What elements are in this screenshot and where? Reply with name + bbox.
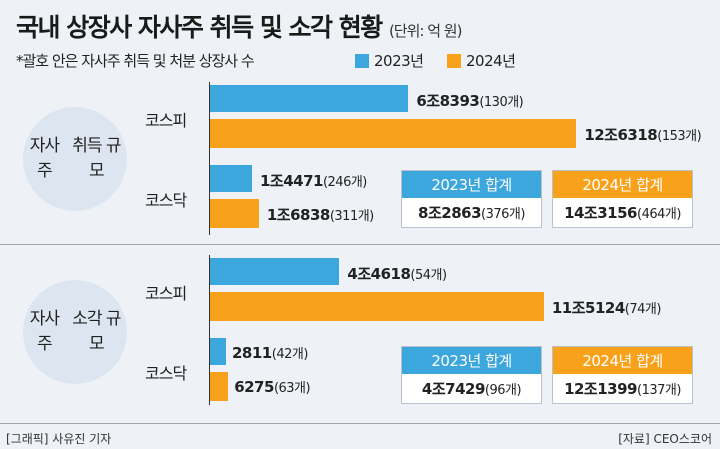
data-label: 1조6838(311개) <box>267 204 374 225</box>
value-text: 6275 <box>234 378 274 396</box>
section-label: 취득 규모 <box>72 136 121 181</box>
total-header: 2024년 합계 <box>553 171 692 198</box>
bar-2023 <box>210 338 226 365</box>
count-text: (130개) <box>479 95 524 110</box>
bar-2023 <box>210 258 340 285</box>
section-label: 소각 규모 <box>72 309 121 354</box>
total-amount: 14조3156 <box>564 204 637 222</box>
data-label: 6275(63개) <box>234 377 310 396</box>
legend-swatch-2023 <box>355 53 369 68</box>
total-header: 2023년 합계 <box>402 171 541 198</box>
footer-source: [자료] CEO스코어 <box>618 432 712 446</box>
legend-2023: 2023년 <box>355 50 424 71</box>
axis-line <box>209 255 210 405</box>
data-label: 6조8393(130개) <box>416 90 523 111</box>
value-text: 6조8393 <box>416 92 480 110</box>
total-header: 2023년 합계 <box>402 347 541 374</box>
total-count: (464개) <box>637 207 681 222</box>
bottom-divider <box>0 423 720 424</box>
bar-2024 <box>210 372 229 401</box>
total-box-2024: 2024년 합계 14조3156 (464개) <box>552 170 693 228</box>
bar-2024 <box>210 119 577 148</box>
bar-2023 <box>210 85 409 112</box>
value-text: 2811 <box>232 344 272 362</box>
total-box-2024: 2024년 합계 12조1399 (137개) <box>552 346 693 404</box>
data-label: 4조4618(54개) <box>347 263 447 284</box>
legend-swatch-2024 <box>447 53 461 68</box>
total-header: 2024년 합계 <box>553 347 692 374</box>
value-text: 4조4618 <box>347 265 411 283</box>
chart-title: 국내 상장사 자사주 취득 및 소각 현황 (단위: 억 원) <box>16 13 462 42</box>
bar-2024 <box>210 292 544 321</box>
count-text: (74개) <box>624 302 662 317</box>
category-label: 코스닥 <box>145 191 187 210</box>
data-label: 2811(42개) <box>232 343 308 362</box>
count-text: (246개) <box>322 175 367 190</box>
total-box-2023: 2023년 합계 4조7429 (96개) <box>401 346 542 404</box>
total-count: (96개) <box>484 383 522 398</box>
category-label: 코스피 <box>145 111 187 130</box>
total-amount: 4조7429 <box>421 380 486 398</box>
data-label: 12조6318(153개) <box>584 124 701 145</box>
section-circle: 자사주 소각 규모 <box>23 280 127 384</box>
count-text: (153개) <box>657 129 702 144</box>
unit-label: (단위: 억 원) <box>388 22 462 40</box>
axis-line <box>209 82 210 235</box>
section-label: 자사주 <box>29 136 60 181</box>
total-value: 8조2863 (376개) <box>402 198 541 227</box>
section-circle: 자사주 취득 규모 <box>23 107 127 211</box>
count-text: (311개) <box>329 209 374 224</box>
total-value: 4조7429 (96개) <box>402 374 541 403</box>
count-text: (42개) <box>271 347 309 362</box>
bar-2024 <box>210 199 259 228</box>
value-text: 1조4471 <box>259 172 324 190</box>
value-text: 1조6838 <box>266 206 331 224</box>
data-label: 1조4471(246개) <box>260 170 367 191</box>
total-box-2023: 2023년 합계 8조2863 (376개) <box>401 170 542 228</box>
section-label: 자사주 <box>29 309 60 354</box>
value-text: 12조6318 <box>584 126 658 144</box>
legend-label: 2024년 <box>466 52 516 70</box>
count-text: (63개) <box>273 381 311 396</box>
note: *괄호 안은 자사주 취득 및 처분 상장사 수 <box>16 52 255 70</box>
bar-2023 <box>210 165 252 192</box>
data-label: 11조5124(74개) <box>551 297 662 318</box>
legend-2024: 2024년 <box>447 50 516 71</box>
section-divider <box>0 244 720 245</box>
total-value: 12조1399 (137개) <box>553 374 692 403</box>
value-text: 11조5124 <box>551 299 625 317</box>
count-text: (54개) <box>410 268 447 283</box>
footer-credit: [그래픽] 사유진 기자 <box>6 432 112 446</box>
category-label: 코스닥 <box>145 364 187 383</box>
total-value: 14조3156 (464개) <box>553 198 692 227</box>
legend-label: 2023년 <box>374 52 424 70</box>
total-amount: 8조2863 <box>418 204 482 222</box>
total-amount: 12조1399 <box>564 380 637 398</box>
total-count: (376개) <box>481 207 525 222</box>
total-count: (137개) <box>637 383 681 398</box>
category-label: 코스피 <box>145 284 187 303</box>
